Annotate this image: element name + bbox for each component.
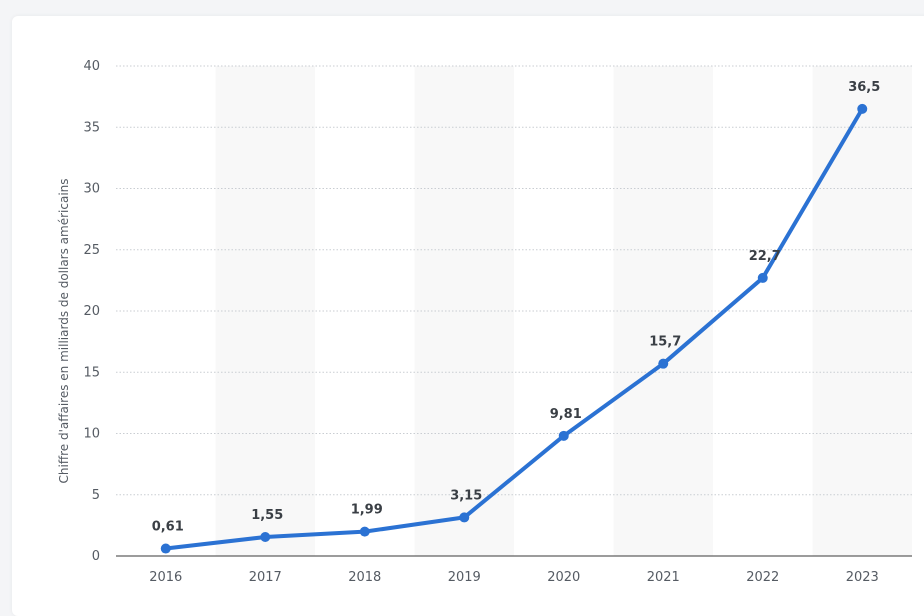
y-tick-label: 35 bbox=[83, 120, 100, 135]
line-chart: 0 5 10 15 20 25 30 35 40 2016 2017 2018 2019 2020 202… bbox=[57, 59, 912, 585]
y-tick-label: 30 bbox=[83, 182, 100, 197]
x-tick-label: 2021 bbox=[647, 570, 680, 585]
x-axis-ticks: 2016 2017 2018 2019 2020 2021 2022 2023 bbox=[149, 570, 879, 585]
x-tick-label: 2023 bbox=[846, 570, 879, 585]
y-axis-title: Chiffre d'affaires en milliards de dolla… bbox=[57, 178, 71, 483]
data-label: 1,99 bbox=[351, 503, 383, 518]
x-tick-label: 2016 bbox=[149, 570, 182, 585]
y-tick-label: 0 bbox=[92, 549, 100, 564]
data-point bbox=[558, 430, 569, 441]
data-label: 0,61 bbox=[152, 520, 184, 535]
data-point bbox=[459, 512, 470, 523]
data-label: 1,55 bbox=[251, 508, 283, 523]
column-band bbox=[414, 66, 514, 556]
data-point bbox=[857, 103, 868, 114]
data-points bbox=[160, 103, 868, 554]
data-labels: 0,61 1,55 1,99 3,15 9,81 15,7 22,7 36,5 bbox=[152, 80, 881, 535]
x-tick-label: 2018 bbox=[348, 570, 381, 585]
data-point bbox=[359, 526, 370, 537]
data-label: 22,7 bbox=[749, 249, 781, 264]
data-point bbox=[757, 272, 768, 283]
data-point bbox=[260, 532, 271, 543]
data-point bbox=[658, 358, 669, 369]
data-label: 36,5 bbox=[848, 80, 880, 95]
data-point bbox=[160, 543, 171, 554]
y-axis-ticks: 0 5 10 15 20 25 30 35 40 bbox=[83, 59, 100, 564]
data-label: 15,7 bbox=[649, 335, 681, 350]
y-tick-label: 40 bbox=[83, 59, 100, 74]
y-tick-label: 5 bbox=[92, 488, 100, 503]
y-tick-label: 15 bbox=[83, 365, 100, 380]
column-band bbox=[215, 66, 315, 556]
y-tick-label: 20 bbox=[83, 304, 100, 319]
x-tick-label: 2020 bbox=[547, 570, 580, 585]
data-label: 9,81 bbox=[550, 407, 582, 422]
y-tick-label: 25 bbox=[83, 243, 100, 258]
series-line bbox=[163, 106, 865, 551]
data-label: 3,15 bbox=[450, 488, 482, 503]
x-tick-label: 2022 bbox=[746, 570, 779, 585]
x-tick-label: 2019 bbox=[448, 570, 481, 585]
x-tick-label: 2017 bbox=[249, 570, 282, 585]
y-tick-label: 10 bbox=[83, 427, 100, 442]
